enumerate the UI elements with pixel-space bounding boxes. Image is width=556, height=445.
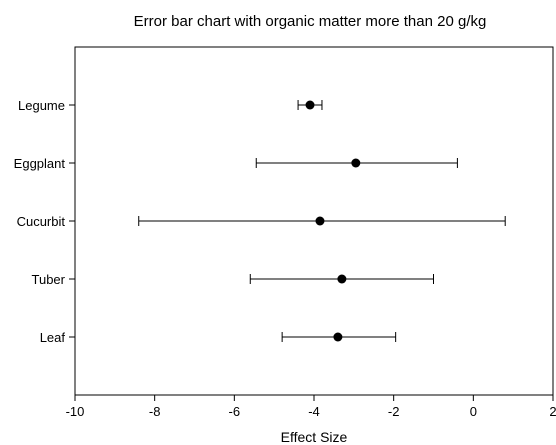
y-tick-label: Leaf [40, 330, 66, 345]
x-tick-label: -8 [149, 404, 161, 419]
x-axis: -10 -8 -6 -4 -2 0 2 [66, 395, 556, 419]
y-axis: Legume Eggplant Cucurbit Tuber Leaf [14, 98, 75, 345]
y-tick-label: Legume [18, 98, 65, 113]
x-tick-label: 2 [549, 404, 556, 419]
x-axis-label: Effect Size [281, 429, 348, 445]
x-tick-label: 0 [470, 404, 477, 419]
y-tick-label: Eggplant [14, 156, 66, 171]
x-tick-label: -2 [388, 404, 400, 419]
data-point [315, 216, 325, 226]
y-tick-label: Cucurbit [17, 214, 66, 229]
chart-title: Error bar chart with organic matter more… [134, 13, 487, 30]
y-tick-label: Tuber [32, 272, 66, 287]
x-tick-label: -4 [308, 404, 320, 419]
data-point [337, 274, 347, 284]
data-point [351, 158, 361, 168]
data-point [305, 100, 315, 110]
x-tick-label: -10 [66, 404, 85, 419]
data-point [333, 332, 343, 342]
x-tick-label: -6 [229, 404, 241, 419]
data-marks [138, 100, 506, 342]
